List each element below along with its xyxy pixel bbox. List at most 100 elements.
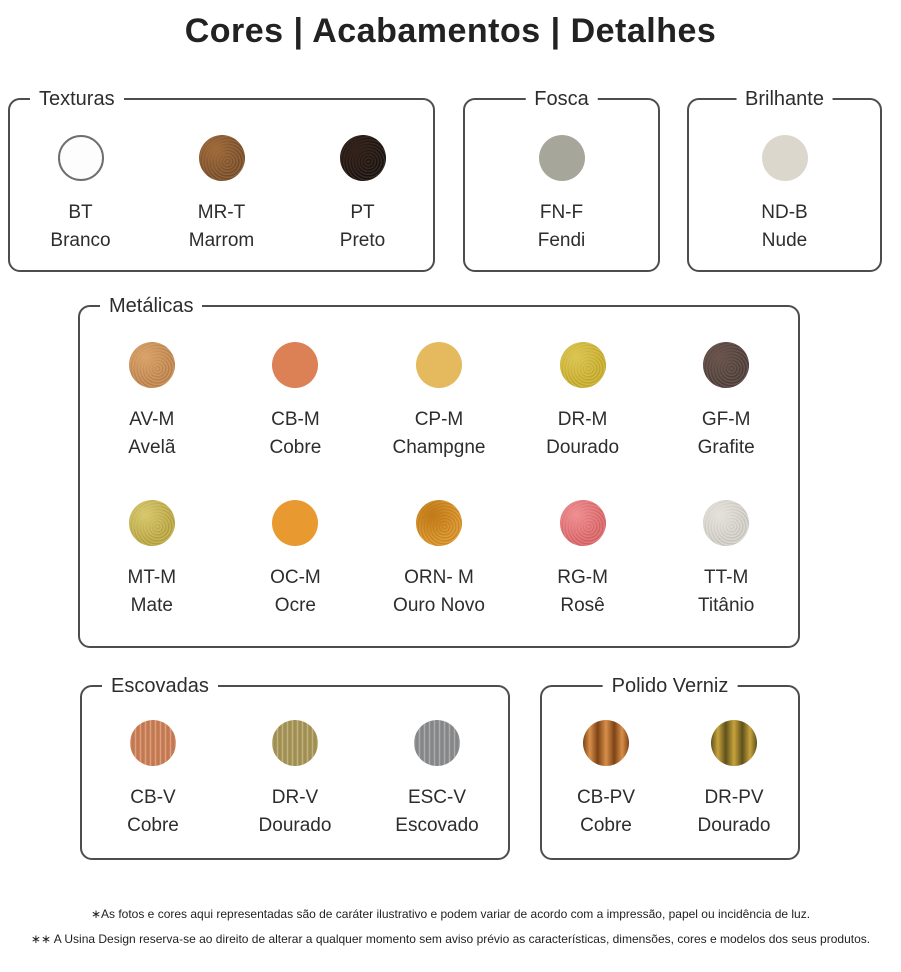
section-escovadas-legend: Escovadas: [102, 673, 218, 699]
page-title: Cores | Acabamentos | Detalhes: [184, 12, 717, 50]
color-swatch-cbpv: [583, 720, 629, 766]
swatch-item-cbv: CB-V Cobre: [82, 720, 224, 837]
color-swatch-rgm: [559, 500, 606, 546]
polido-verniz-swatch-row: CB-PV Cobre DR-PV Dourado: [542, 720, 798, 837]
section-texturas: Texturas BT Branco MR-T Marrom PT Preto: [8, 86, 435, 272]
swatch-name: Titânio: [698, 595, 755, 616]
footer-line-2: ∗∗ A Usina Design reserva-se ao direito …: [30, 932, 871, 946]
swatch-code: GF-M: [701, 409, 751, 430]
swatch-name: Nude: [761, 230, 808, 251]
swatch-name: Ouro Novo: [393, 595, 485, 616]
swatch-item-avm: AV-M Avelã: [80, 342, 224, 459]
swatch-name: Champgne: [392, 437, 486, 458]
swatch-item-bt: BT Branco: [10, 135, 151, 252]
swatch-name: Cobre: [127, 815, 179, 836]
color-swatch-ornm: [415, 500, 462, 546]
swatch-name: Preto: [339, 230, 386, 251]
swatch-code: DR-V: [271, 787, 319, 808]
color-swatch-cpm: [415, 342, 462, 388]
swatch-code: OC-M: [270, 567, 321, 588]
swatch-item-gfm: GF-M Grafite: [654, 342, 798, 459]
swatch-code: MR-T: [197, 202, 246, 223]
footer-disclaimer: ∗As fotos e cores aqui representadas são…: [0, 902, 901, 952]
swatch-name: Rosê: [560, 595, 605, 616]
swatch-name: Avelã: [128, 437, 176, 458]
swatch-code: ORN- M: [404, 567, 474, 588]
swatch-item-rgm: RG-M Rosê: [511, 500, 655, 617]
texturas-swatch-row: BT Branco MR-T Marrom PT Preto: [10, 135, 433, 252]
swatch-name: Dourado: [697, 815, 771, 836]
metalicas-swatch-row-2: MT-M Mate OC-M Ocre ORN- M Ouro Novo RG-…: [80, 500, 798, 617]
swatch-code: FN-F: [539, 202, 584, 223]
color-swatch-ndb: [761, 135, 808, 181]
color-swatch-ocm: [272, 500, 319, 546]
brilhante-swatch-row: ND-B Nude: [689, 135, 880, 252]
color-swatch-cbv: [130, 720, 176, 766]
color-swatch-drv: [272, 720, 318, 766]
fosca-swatch-row: FN-F Fendi: [465, 135, 658, 252]
swatch-name: Mate: [130, 595, 173, 616]
swatch-item-cbpv: CB-PV Cobre: [542, 720, 670, 837]
color-swatch-gfm: [703, 342, 750, 388]
swatch-name: Dourado: [258, 815, 332, 836]
section-polido-verniz: Polido Verniz CB-PV Cobre DR-PV Dourado: [540, 673, 800, 860]
swatch-code: CP-M: [414, 409, 464, 430]
section-brilhante-legend: Brilhante: [736, 86, 833, 112]
swatch-item-cbm: CB-M Cobre: [224, 342, 368, 459]
swatch-code: RG-M: [557, 567, 608, 588]
color-swatch-mrt: [198, 135, 245, 181]
swatch-code: MT-M: [127, 567, 177, 588]
swatch-item-drv: DR-V Dourado: [224, 720, 366, 837]
color-swatch-mtm: [128, 500, 175, 546]
swatch-item-cpm: CP-M Champgne: [367, 342, 511, 459]
swatch-item-drm: DR-M Dourado: [511, 342, 655, 459]
swatch-item-drpv: DR-PV Dourado: [670, 720, 798, 837]
swatch-code: BT: [68, 202, 93, 223]
footer-line-1: ∗As fotos e cores aqui representadas são…: [90, 907, 811, 921]
color-swatch-drpv: [711, 720, 757, 766]
color-swatch-cbm: [272, 342, 319, 388]
section-fosca: Fosca FN-F Fendi: [463, 86, 660, 272]
swatch-name: Ocre: [274, 595, 316, 616]
swatch-code: DR-PV: [704, 787, 764, 808]
swatch-code: CB-PV: [576, 787, 636, 808]
swatch-name: Branco: [50, 230, 111, 251]
swatch-code: CB-M: [271, 409, 320, 430]
section-polido-verniz-legend: Polido Verniz: [602, 673, 738, 699]
swatch-code: ND-B: [761, 202, 808, 223]
swatch-name: Cobre: [580, 815, 632, 836]
section-metalicas: Metálicas AV-M Avelã CB-M Cobre CP-M Cha…: [78, 293, 800, 648]
swatch-item-fnf: FN-F Fendi: [465, 135, 658, 252]
color-swatch-escv: [414, 720, 460, 766]
swatch-code: DR-M: [557, 409, 608, 430]
swatch-code: PT: [350, 202, 375, 223]
swatch-code: TT-M: [704, 567, 749, 588]
section-escovadas: Escovadas CB-V Cobre DR-V Dourado ESC-V …: [80, 673, 510, 860]
swatch-item-mtm: MT-M Mate: [80, 500, 224, 617]
swatch-item-ttm: TT-M Titânio: [654, 500, 798, 617]
swatch-item-ndb: ND-B Nude: [689, 135, 880, 252]
section-brilhante: Brilhante ND-B Nude: [687, 86, 882, 272]
swatch-code: ESC-V: [407, 787, 467, 808]
swatch-name: Fendi: [537, 230, 586, 251]
color-swatch-pt: [339, 135, 386, 181]
section-fosca-legend: Fosca: [525, 86, 598, 112]
swatch-item-pt: PT Preto: [292, 135, 433, 252]
swatch-item-escv: ESC-V Escovado: [366, 720, 508, 837]
swatch-name: Escovado: [395, 815, 479, 836]
section-metalicas-legend: Metálicas: [100, 293, 203, 319]
metalicas-swatch-row-1: AV-M Avelã CB-M Cobre CP-M Champgne DR-M…: [80, 342, 798, 459]
color-swatch-ttm: [703, 500, 750, 546]
color-swatch-bt: [57, 135, 104, 181]
swatch-name: Dourado: [546, 437, 620, 458]
section-texturas-legend: Texturas: [30, 86, 124, 112]
swatch-code: AV-M: [129, 409, 175, 430]
color-swatch-drm: [559, 342, 606, 388]
swatch-item-mrt: MR-T Marrom: [151, 135, 292, 252]
swatch-name: Marrom: [188, 230, 255, 251]
escovadas-swatch-row: CB-V Cobre DR-V Dourado ESC-V Escovado: [82, 720, 508, 837]
swatch-item-ocm: OC-M Ocre: [224, 500, 368, 617]
color-swatch-avm: [128, 342, 175, 388]
swatch-name: Grafite: [697, 437, 755, 458]
color-swatch-fnf: [538, 135, 585, 181]
